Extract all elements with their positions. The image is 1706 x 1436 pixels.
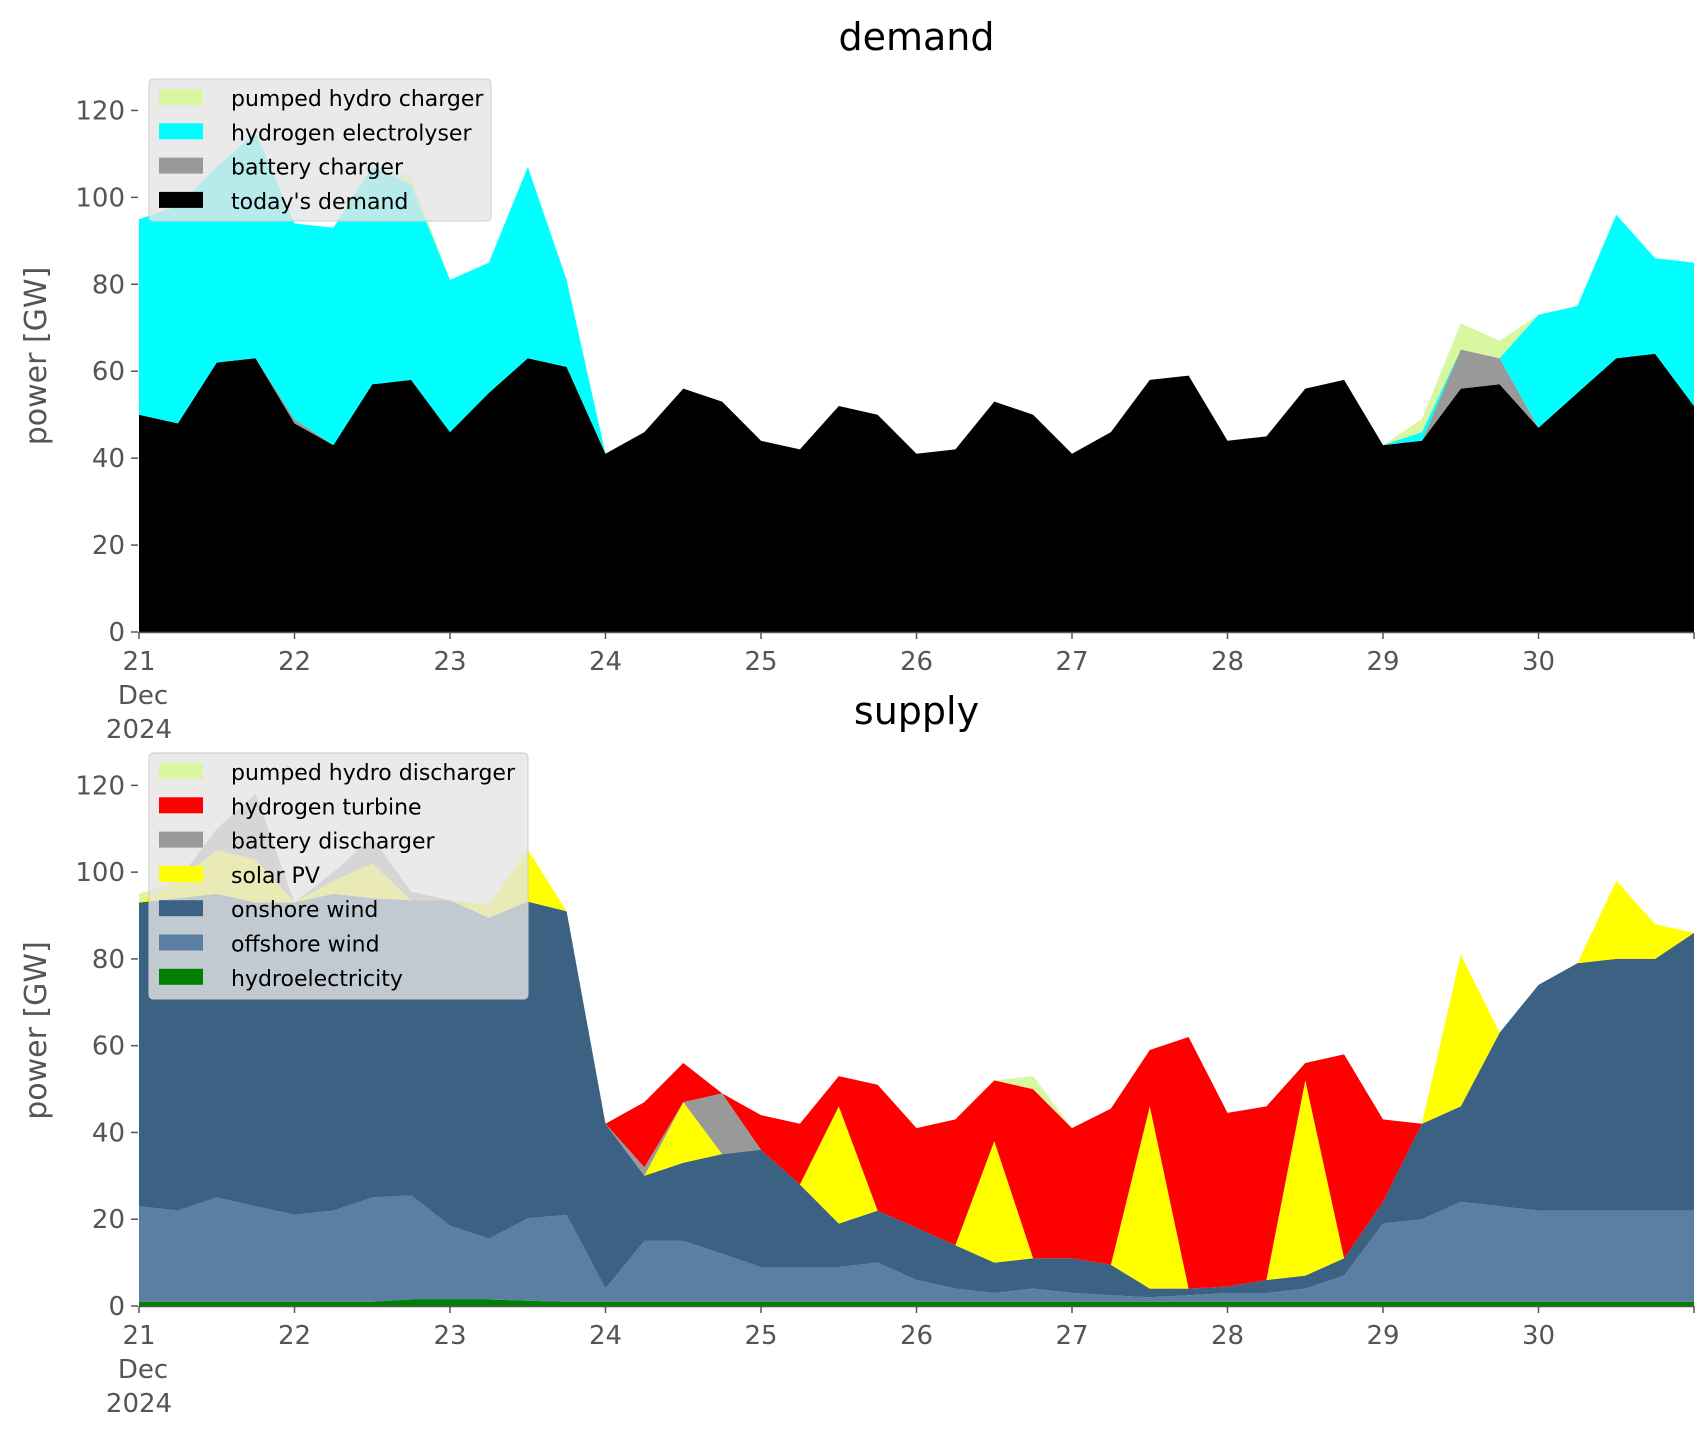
demand-y-tick-label: 60 — [92, 357, 125, 387]
supply-title: supply — [854, 689, 979, 733]
supply-legend-label: pumped hydro discharger — [231, 761, 516, 786]
demand-x-tick-label: 24 — [589, 647, 622, 677]
demand-x-tick-label: 25 — [744, 647, 777, 677]
supply-legend-label: onshore wind — [231, 898, 378, 923]
supply-x-tick-label: 21 — [122, 1321, 155, 1351]
demand-x-tick-label: 22 — [278, 647, 311, 677]
demand-chart: demand power [GW] 21 22 23 24 25 26 27 28 29 30 De… — [19, 15, 1695, 745]
supply-y-tick-label: 120 — [75, 771, 125, 801]
supply-legend: pumped hydro discharger hydrogen turbine b… — [148, 752, 529, 1000]
supply-area-solar-pv — [139, 849, 1694, 1289]
supply-area-offshore-wind — [139, 1195, 1694, 1302]
demand-x-tick-label: 21 — [122, 647, 155, 677]
supply-legend-swatch-battery-discharger — [159, 831, 203, 848]
supply-y-tick-label: 40 — [92, 1118, 125, 1148]
supply-y-tick-label: 80 — [92, 945, 125, 975]
demand-x-tick-label: 30 — [1522, 647, 1555, 677]
supply-legend-label: hydroelectricity — [231, 967, 403, 992]
demand-x-tick-label: 28 — [1211, 647, 1244, 677]
supply-chart: supply power [GW] 21 22 23 24 25 26 27 28 29 30 De… — [19, 689, 1695, 1419]
supply-x-tick-label: 24 — [589, 1321, 622, 1351]
supply-legend-swatch-hydroelectricity — [159, 968, 203, 985]
supply-legend-swatch-hydrogen-turbine — [159, 797, 203, 814]
demand-y-tick-label: 120 — [75, 96, 125, 126]
demand-axes: 21 22 23 24 25 26 27 28 29 30 Dec 2024 0 20 40 60 80 100 1… — [75, 96, 1695, 745]
supply-y-tick-label: 20 — [92, 1205, 125, 1235]
supply-x-tick-label: 27 — [1055, 1321, 1088, 1351]
demand-x-tick-label: 23 — [433, 647, 466, 677]
supply-legend-label: offshore wind — [231, 933, 380, 958]
supply-x-tick-label: 30 — [1522, 1321, 1555, 1351]
supply-x-tick-label: 22 — [278, 1321, 311, 1351]
supply-legend-label: solar PV — [231, 864, 320, 889]
demand-legend-label: battery charger — [231, 156, 404, 181]
supply-legend-label: battery discharger — [231, 830, 436, 855]
supply-x-tick-label: 26 — [900, 1321, 933, 1351]
demand-title: demand — [838, 15, 994, 59]
demand-legend-swatch-today-s-demand — [159, 191, 203, 208]
demand-y-tick-label: 80 — [92, 270, 125, 300]
supply-legend-swatch-pumped-hydro-discharger — [159, 763, 203, 779]
supply-x-tick-label: 29 — [1366, 1321, 1399, 1351]
supply-area-hydrogen-turbine — [139, 794, 1694, 1289]
supply-date-sublabel: Dec — [118, 1355, 168, 1385]
supply-y-tick-label: 60 — [92, 1032, 125, 1062]
demand-legend-label: pumped hydro charger — [231, 87, 484, 112]
supply-axes: 21 22 23 24 25 26 27 28 29 30 Dec 2024 0 20 40 60 80 100 1… — [75, 771, 1695, 1419]
demand-date-sublabel: Dec — [118, 681, 168, 711]
demand-y-tick-label: 20 — [92, 531, 125, 561]
demand-y-tick-label: 40 — [92, 444, 125, 474]
supply-legend-box — [148, 752, 529, 1000]
supply-date-sublabel: 2024 — [106, 1389, 172, 1419]
demand-y-tick-label: 0 — [108, 618, 125, 648]
demand-date-sublabel: 2024 — [106, 715, 172, 745]
demand-y-axis-label: power [GW] — [19, 267, 54, 446]
demand-legend-label: hydrogen electrolyser — [231, 121, 472, 146]
demand-legend: pumped hydro charger hydrogen electrolyse… — [148, 78, 492, 222]
demand-legend-swatch-battery-charger — [159, 157, 203, 174]
supply-y-axis-label: power [GW] — [19, 941, 54, 1120]
supply-x-tick-label: 23 — [433, 1321, 466, 1351]
demand-area-hydrogen-electrolyser — [139, 132, 1694, 454]
demand-y-tick-label: 100 — [75, 183, 125, 213]
supply-y-tick-label: 0 — [108, 1292, 125, 1322]
supply-legend-swatch-onshore-wind — [159, 900, 203, 917]
demand-legend-swatch-pumped-hydro-charger — [159, 89, 203, 105]
demand-legend-swatch-hydrogen-electrolyser — [159, 123, 203, 140]
demand-x-tick-label: 26 — [900, 647, 933, 677]
supply-area-hydroelectricity — [139, 1299, 1694, 1306]
supply-x-tick-label: 25 — [744, 1321, 777, 1351]
demand-x-tick-label: 27 — [1055, 647, 1088, 677]
supply-legend-label: hydrogen turbine — [231, 795, 422, 820]
demand-x-tick-label: 29 — [1366, 647, 1399, 677]
supply-y-tick-label: 100 — [75, 858, 125, 888]
demand-area-today-s-demand — [139, 353, 1694, 632]
supply-x-tick-label: 28 — [1211, 1321, 1244, 1351]
supply-legend-swatch-solar-pv — [159, 865, 203, 882]
supply-legend-swatch-offshore-wind — [159, 934, 203, 951]
demand-areas — [139, 132, 1694, 632]
demand-legend-box — [148, 78, 492, 222]
demand-legend-label: today's demand — [231, 190, 408, 215]
